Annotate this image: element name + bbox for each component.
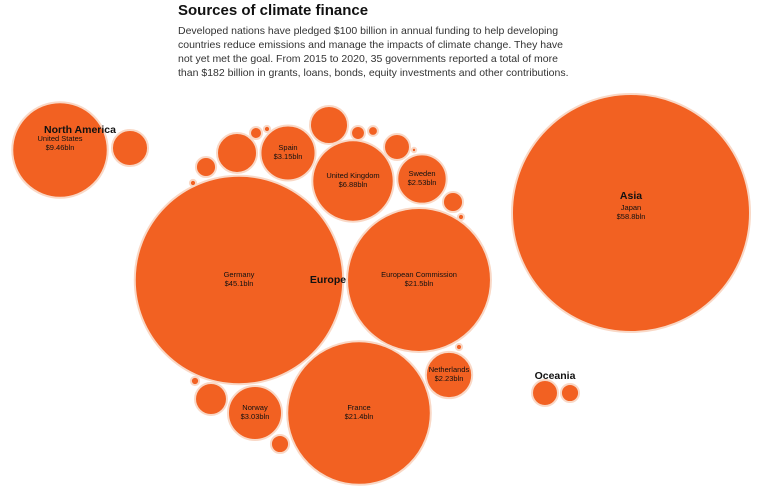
bubble — [383, 133, 411, 161]
bubble — [226, 384, 284, 442]
bubble — [262, 124, 272, 134]
bubble — [248, 125, 264, 141]
bubble — [454, 342, 464, 352]
bubble — [367, 125, 379, 137]
bubble — [188, 178, 198, 188]
bubble — [559, 382, 581, 404]
bubble — [531, 379, 559, 407]
bubble-label: Germany — [224, 270, 255, 279]
bubble — [308, 104, 350, 146]
bubble — [189, 375, 201, 387]
bubble — [216, 132, 258, 174]
bubble — [350, 125, 366, 141]
bubble — [510, 92, 752, 334]
group-label: North America — [44, 124, 116, 136]
bubble — [110, 128, 150, 168]
bubble-label: Japan — [621, 203, 641, 212]
bubble — [133, 174, 345, 386]
bubble — [410, 146, 418, 154]
group-label: Asia — [620, 190, 642, 202]
bubble — [311, 139, 395, 223]
group-label: Oceania — [535, 370, 576, 382]
group-label: Europe — [310, 274, 346, 286]
bubble-label: France — [347, 403, 370, 412]
chart-title: Sources of climate finance — [178, 2, 369, 19]
bubble — [424, 350, 474, 400]
bubble-label: United States — [37, 134, 82, 143]
bubble-label: Norway — [242, 403, 268, 412]
bubble-label: European Commission — [381, 270, 457, 279]
bubble — [259, 124, 317, 182]
bubble — [396, 153, 448, 205]
bubble-value: $58.8bln — [617, 212, 646, 221]
bubble — [456, 212, 466, 222]
bubble — [286, 340, 432, 486]
bubble-value: $21.5bln — [405, 279, 434, 288]
bubble-value: $3.15bln — [274, 152, 303, 161]
bubble-value: $2.23bln — [435, 374, 464, 383]
bubble-label: Sweden — [408, 169, 435, 178]
bubble-value: $6.88bln — [339, 180, 368, 189]
bubble — [194, 155, 218, 179]
bubble-value: $3.03bln — [241, 412, 270, 421]
bubble-value: $9.46bln — [46, 143, 75, 152]
bubble-label: United Kingdom — [326, 171, 379, 180]
bubble-label: Netherlands — [429, 365, 470, 374]
bubble — [269, 433, 291, 455]
bubble — [11, 101, 109, 199]
bubble-value: $21.4bln — [345, 412, 374, 421]
chart-subtitle: Developed nations have pledged $100 bill… — [178, 25, 569, 79]
bubble-value: $45.1bln — [225, 279, 254, 288]
bubble — [346, 207, 492, 353]
header: Sources of climate finance Developed nat… — [178, 2, 570, 80]
bubble — [194, 382, 228, 416]
bubble — [441, 190, 465, 214]
bubble-label: Spain — [278, 143, 297, 152]
bubble-value: $2.53bln — [408, 178, 437, 187]
